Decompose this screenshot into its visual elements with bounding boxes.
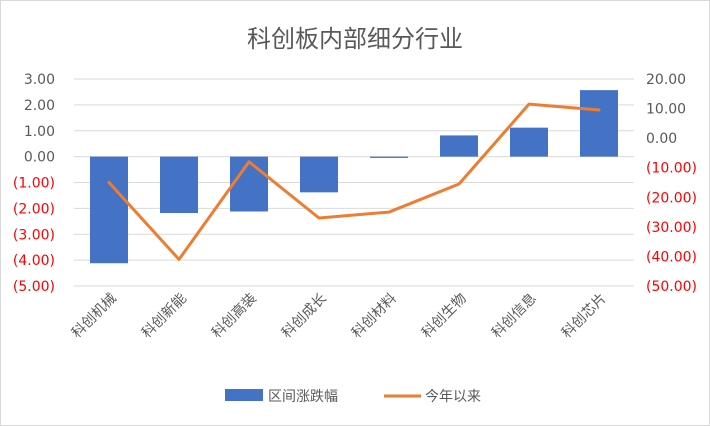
gridlines [74,78,634,287]
line-series [107,102,601,261]
left-tick-label: (2.00) [13,201,55,217]
bar-series [90,90,618,264]
left-tick-label: (3.00) [13,227,55,243]
category-label: 科创新能 [139,291,190,342]
category-label: 科创芯片 [559,291,610,342]
bar [510,127,548,157]
left-axis-ticks: 3.00 2.00 1.00 0.00 (1.00) (2.00) (3.00) (4.00)… [13,72,55,295]
right-axis-ticks: 20.00 10.00 0.00 (10.00) (20.00) (30.00) (40.0… [646,72,697,295]
category-label: 科创成长 [279,291,330,342]
right-tick-label: (10.00) [646,161,697,177]
right-tick-label: (50.00) [646,279,697,295]
right-tick-label: 0.00 [646,131,677,147]
bar [300,156,338,193]
category-label: 科创信息 [488,290,540,342]
left-tick-label: (4.00) [13,253,55,269]
bar [160,156,198,214]
right-tick-label: (30.00) [646,220,697,236]
left-tick-label: 0.00 [24,150,55,166]
legend: 区间涨跌幅 今年以来 [225,389,481,405]
legend-line-label: 今年以来 [425,389,481,405]
bar [580,90,618,157]
bar [370,156,408,158]
legend-bar-swatch [225,389,263,401]
right-tick-label: 20.00 [646,72,686,88]
left-tick-label: 2.00 [24,98,55,114]
category-label: 科创机械 [69,291,120,342]
right-tick-label: 10.00 [646,102,686,118]
left-tick-label: (1.00) [13,176,55,192]
category-label: 科创生物 [419,291,470,342]
left-tick-label: 3.00 [24,72,55,88]
right-tick-label: (20.00) [646,190,697,206]
bar [90,156,128,264]
line-path [107,102,601,261]
category-label: 科创材料 [349,291,400,342]
bar [440,135,478,157]
legend-bar-label: 区间涨跌幅 [268,389,338,405]
right-tick-label: (40.00) [646,249,697,265]
left-tick-label: 1.00 [24,124,55,140]
chart-title: 科创板内部细分行业 [247,25,463,53]
left-tick-label: (5.00) [13,279,55,295]
bar [230,156,268,212]
category-labels: 科创机械 科创新能 科创高装 科创成长 科创材料 科创生物 科创信息 科创芯片 [69,290,610,342]
category-label: 科创高装 [208,290,260,342]
